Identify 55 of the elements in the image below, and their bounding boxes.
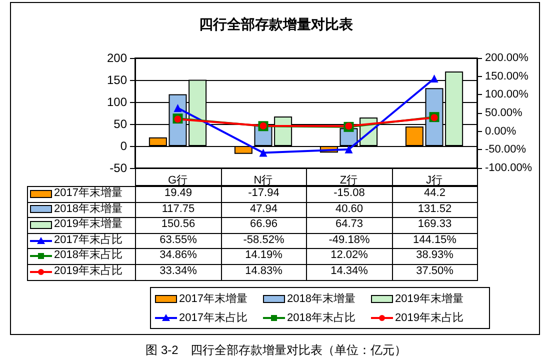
data-label: 47.94 — [220, 202, 307, 218]
y2-tick-label: 100.00% — [485, 88, 529, 101]
chart-title: 四行全部存款增量对比表 — [199, 16, 354, 32]
data-label: 19.49 — [135, 186, 222, 203]
text: 2019年末占比 — [395, 312, 464, 324]
y2-tick-label: -100.00% — [485, 162, 532, 174]
data-label: 66.96 — [220, 217, 307, 234]
legend-label: 2019年末增量 — [54, 218, 122, 230]
data-label: 14.19% — [220, 248, 307, 265]
y2-tick-label: 50.00% — [485, 107, 523, 119]
data-label: 144.15% — [392, 232, 478, 250]
caption: 图 3-2 四行全部存款增量对比表（单位：亿元） — [146, 343, 406, 357]
legend-label: 2018年末占比 — [54, 249, 122, 262]
data-label: 169.33 — [392, 217, 478, 234]
data-label: 33.34% — [135, 264, 222, 281]
x-tick-label: N行 — [254, 174, 273, 186]
text: 2018年末占比 — [287, 312, 356, 324]
data-label: -15.08 — [306, 186, 392, 203]
data-label: 38.93% — [392, 248, 478, 265]
y-tick-label: 0 — [120, 139, 128, 153]
legend-label: 2019年末占比 — [54, 265, 122, 277]
x-tick-label: G行 — [168, 174, 188, 186]
y-tick-label: 100 — [106, 95, 128, 109]
data-label: 34.86% — [135, 248, 222, 265]
data-label: 131.52 — [392, 202, 478, 218]
data-label: 117.75 — [135, 202, 222, 218]
legend-label: 2017年末增量 — [54, 187, 122, 199]
y-tick-label: 150 — [106, 73, 128, 87]
y2-tick-label: -50.00% — [485, 144, 526, 156]
text: 2018年末增量 — [287, 293, 356, 305]
data-label: 14.83% — [220, 264, 307, 281]
legend-label: 2017年末占比 — [54, 234, 122, 246]
y2-tick-label: 200.00% — [485, 52, 529, 64]
text: 2019年末增量 — [395, 293, 464, 305]
data-label: 37.50% — [392, 264, 478, 281]
x-tick-label: J行 — [426, 174, 442, 186]
legend-label: 2018年末增量 — [54, 202, 122, 215]
text: 2017年末占比 — [179, 312, 248, 324]
x-tick-label: Z行 — [340, 174, 358, 186]
y-tick-label: 50 — [114, 117, 128, 131]
y2-tick-label: 0.00% — [485, 125, 516, 138]
data-label: 12.02% — [306, 248, 392, 265]
data-label: 64.73 — [306, 217, 392, 234]
data-label: 150.56 — [135, 217, 222, 234]
data-label: 14.34% — [306, 264, 392, 281]
text: 2017年末增量 — [179, 293, 248, 305]
y-tick-label: 200 — [106, 51, 128, 65]
data-label: -58.52% — [220, 232, 307, 250]
y2-tick-label: 150.00% — [485, 70, 529, 82]
y-tick-label: -50 — [110, 161, 128, 175]
data-label: 63.55% — [135, 232, 222, 250]
data-label: -49.18% — [306, 232, 392, 250]
data-label: 40.60 — [306, 202, 392, 218]
data-label: -17.94 — [220, 186, 307, 203]
data-label: 44.2 — [392, 186, 478, 203]
